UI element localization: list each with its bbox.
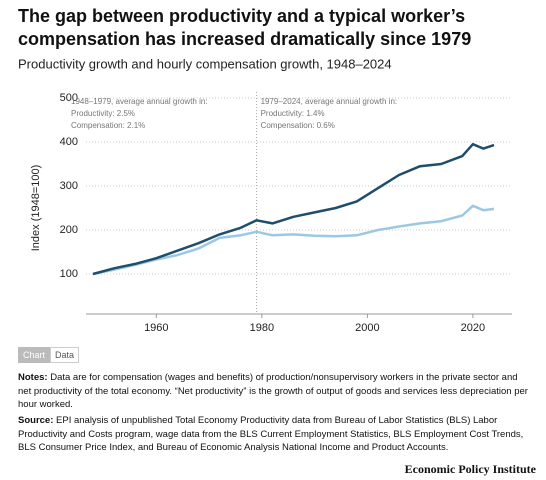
source-label: Source: [18,415,54,426]
y-tick-label: 100 [60,268,78,280]
x-tick-label: 1960 [144,322,168,334]
x-tick-label: 2000 [355,322,379,334]
y-axis-label: Index (1948=100) [30,165,42,252]
y-tick-label: 200 [60,224,78,236]
chart-title-line: The gap between productivity and a typic… [18,6,465,26]
view-tabs: Chart Data [18,347,80,363]
series-line [92,204,495,276]
annotation: 1948–1979, average annual growth in: [71,97,208,106]
chart-title-line: compensation has increased dramatically … [18,29,471,49]
annotation: Productivity: 1.4% [261,109,325,118]
y-tick-label: 500 [60,92,78,104]
chart: The gap between productivity and a typic… [18,6,512,334]
notes-label: Notes: [18,372,48,383]
source-text: EPI analysis of unpublished Total Econom… [18,415,524,453]
tab[interactable]: Data [50,347,80,363]
annotation: Productivity: 2.5% [71,109,135,118]
source: Source: EPI analysis of unpublished Tota… [18,414,532,455]
tab[interactable]: Chart [18,347,51,363]
annotation: Compensation: 2.1% [71,121,145,130]
annotation: 1979–2024, average annual growth in: [261,97,398,106]
y-tick-label: 400 [60,136,78,148]
publisher: Economic Policy Institute [404,462,536,476]
annotation: Compensation: 0.6% [261,121,335,130]
y-tick-label: 300 [60,180,78,192]
x-tick-label: 1980 [250,322,274,334]
notes-text: Data are for compensation (wages and ben… [18,372,528,410]
x-tick-label: 2020 [461,322,485,334]
series-line [92,142,495,276]
notes: Notes: Data are for compensation (wages … [18,371,532,412]
chart-subtitle: Productivity growth and hourly compensat… [18,56,392,71]
